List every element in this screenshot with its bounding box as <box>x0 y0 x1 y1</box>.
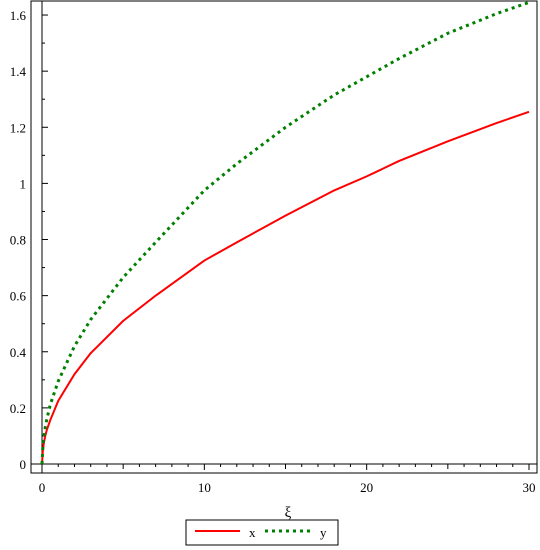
x-tick-label: 20 <box>360 480 373 495</box>
legend-label-y: y <box>320 525 327 540</box>
y-tick-label: 0.4 <box>10 345 27 360</box>
x-tick-label: 10 <box>198 480 211 495</box>
x-axis-label: ξ <box>285 505 292 521</box>
axis-ticks: 0 0.2 0.4 0.6 0.8 1 1.2 1.4 1.6 0 10 20 30 <box>10 1 537 495</box>
y-tick-label: 1.6 <box>10 8 27 23</box>
y-tick-label: 1.4 <box>10 64 27 79</box>
plot-frame <box>30 0 538 474</box>
x-tick-label: 30 <box>523 480 536 495</box>
y-tick-label: 1 <box>20 176 27 191</box>
y-tick-label: 0.6 <box>10 289 27 304</box>
series-line-y <box>40 0 530 465</box>
legend-box <box>185 519 339 546</box>
x-tick-label: 0 <box>39 480 46 495</box>
y-tick-label: 0.8 <box>10 233 26 248</box>
y-tick-label: 0.2 <box>10 401 26 416</box>
y-tick-label: 0 <box>20 457 27 472</box>
legend: x y <box>185 519 339 546</box>
series-layer <box>40 0 530 465</box>
y-tick-label: 1.2 <box>10 120 26 135</box>
legend-label-x: x <box>249 525 256 540</box>
